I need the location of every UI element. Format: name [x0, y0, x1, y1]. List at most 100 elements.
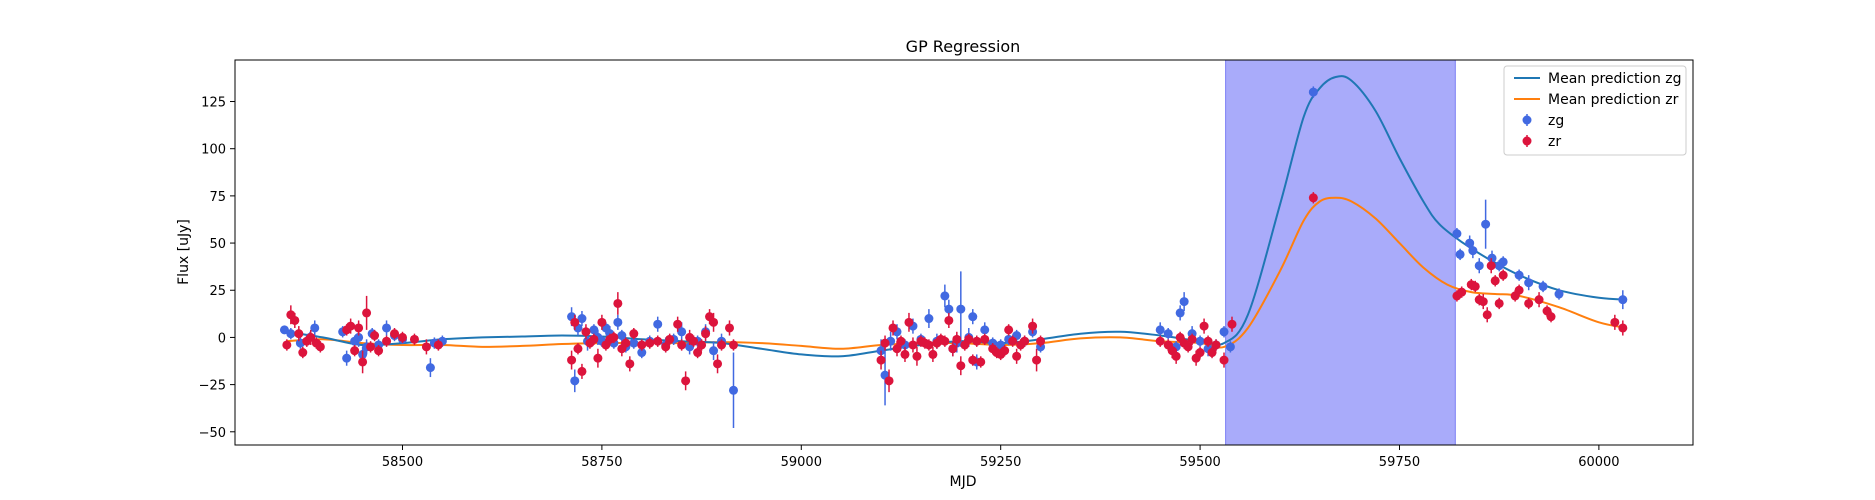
- marker-zr: [1478, 297, 1488, 307]
- marker-zr: [1490, 276, 1500, 286]
- data-point-zg: [940, 284, 950, 308]
- data-point-zr: [1470, 280, 1480, 293]
- data-point-zr: [298, 346, 308, 359]
- marker-zr: [433, 340, 443, 350]
- legend-box: [1503, 65, 1687, 156]
- data-point-zg: [1163, 327, 1173, 340]
- marker-zr: [1211, 340, 1221, 350]
- data-point-zg: [968, 309, 978, 325]
- data-point-zr: [1171, 348, 1181, 364]
- data-point-zg: [1498, 256, 1508, 268]
- chart-title: GP Regression: [906, 37, 1021, 56]
- data-point-zr: [1195, 346, 1205, 359]
- data-point-zr: [433, 339, 443, 351]
- marker-zr: [570, 317, 580, 327]
- marker-zr: [976, 357, 986, 367]
- data-point-zr: [673, 316, 683, 332]
- marker-zr: [980, 334, 990, 344]
- marker-zr: [900, 349, 910, 359]
- marker-zr: [701, 329, 711, 339]
- data-point-zr: [609, 331, 619, 344]
- data-point-zr: [629, 327, 639, 340]
- marker-zr: [358, 357, 368, 367]
- marker-zr: [689, 336, 699, 346]
- marker-zg: [1524, 278, 1534, 288]
- data-point-zr: [689, 335, 699, 347]
- marker-zg: [629, 338, 639, 348]
- marker-zg: [342, 353, 352, 363]
- marker-zr: [1028, 321, 1038, 331]
- marker-zr: [294, 329, 304, 339]
- marker-zr: [884, 376, 894, 386]
- data-point-zr: [358, 350, 368, 374]
- marker-zr: [673, 319, 683, 329]
- x-tick-label: 58500: [382, 455, 423, 470]
- marker-zr: [1494, 298, 1504, 308]
- data-point-zr: [1004, 324, 1014, 336]
- marker-zr: [621, 338, 631, 348]
- marker-zg: [944, 304, 954, 314]
- marker-zr: [581, 327, 591, 337]
- x-tick-label: 60000: [1578, 455, 1619, 470]
- marker-zg: [1219, 327, 1229, 337]
- data-point-zr: [725, 320, 735, 336]
- marker-zr: [397, 332, 407, 342]
- data-point-zr: [912, 346, 922, 366]
- marker-zr: [1183, 342, 1193, 352]
- marker-zr: [366, 342, 376, 352]
- marker-zg: [980, 325, 990, 335]
- marker-zr: [1036, 336, 1046, 346]
- data-point-zr: [573, 343, 583, 355]
- marker-zr: [382, 336, 392, 346]
- y-tick-label: 50: [209, 237, 226, 252]
- marker-zr: [1012, 351, 1022, 361]
- marker-zg: [637, 348, 647, 358]
- marker-zg: [1465, 238, 1475, 248]
- marker-zr: [693, 348, 703, 358]
- marker-zr: [282, 340, 292, 350]
- marker-zr: [1008, 336, 1018, 346]
- marker-zr: [1199, 321, 1209, 331]
- marker-zg: [1474, 261, 1484, 271]
- marker-zr: [589, 334, 599, 344]
- marker-zg: [310, 323, 320, 333]
- marker-zr: [1000, 346, 1010, 356]
- data-point-zr: [315, 341, 325, 353]
- marker-zg: [1155, 325, 1165, 335]
- data-point-zg: [613, 314, 623, 330]
- data-point-zg: [1179, 292, 1189, 312]
- marker-zg: [940, 291, 950, 301]
- data-point-zr: [409, 333, 419, 345]
- data-point-zr: [374, 344, 384, 357]
- marker-zr: [1203, 336, 1213, 346]
- data-point-zr: [366, 341, 376, 353]
- data-point-zr: [693, 346, 703, 359]
- marker-zr: [315, 342, 325, 352]
- x-tick-label: 58750: [581, 455, 622, 470]
- data-point-zr: [709, 312, 719, 332]
- data-point-zr: [681, 371, 691, 391]
- marker-zr: [290, 315, 300, 325]
- data-point-zg: [653, 316, 663, 332]
- data-point-zr: [570, 314, 580, 330]
- marker-zr: [597, 317, 607, 327]
- data-point-zr: [581, 324, 591, 340]
- data-point-zr: [972, 335, 982, 347]
- marker-zr: [944, 315, 954, 325]
- marker-zr: [728, 340, 738, 350]
- y-tick-label: 125: [201, 96, 226, 111]
- marker-zr: [681, 376, 691, 386]
- data-point-zg: [382, 320, 392, 336]
- marker-zr: [1207, 348, 1217, 358]
- marker-zr: [390, 329, 400, 339]
- marker-zg: [677, 327, 687, 337]
- plot-area-frame: [234, 59, 1694, 446]
- marker-zr: [725, 323, 735, 333]
- marker-zr: [1020, 336, 1030, 346]
- marker-zr: [661, 342, 671, 352]
- data-point-zr: [928, 346, 938, 362]
- data-point-zr: [282, 339, 292, 351]
- marker-zr: [940, 336, 950, 346]
- data-point-zr: [382, 335, 392, 347]
- marker-zg: [653, 319, 663, 329]
